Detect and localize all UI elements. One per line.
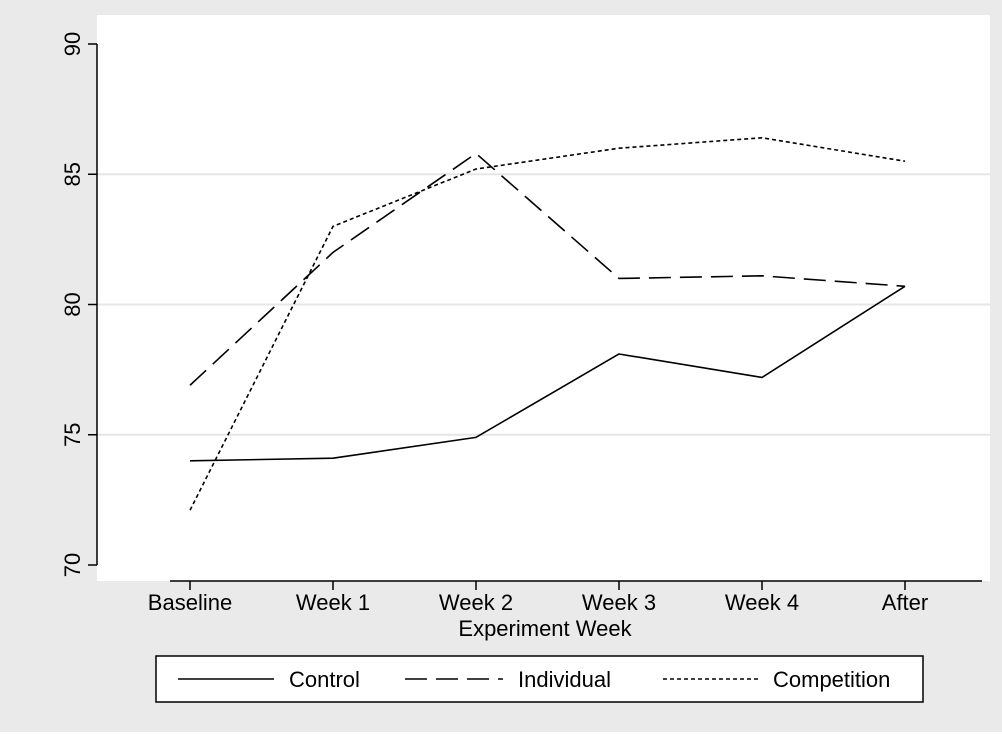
series-line-control: [189, 285, 906, 462]
x-tick-label: Week 2: [439, 590, 513, 615]
y-tick-label: 75: [60, 423, 85, 447]
plot-area: [97, 15, 990, 581]
legend: Control Individual Competition: [155, 655, 924, 703]
gridlines: [97, 173, 990, 436]
y-tick-label: 90: [60, 32, 85, 56]
x-tick-label: Baseline: [148, 590, 232, 615]
legend-label-individual: Individual: [518, 667, 611, 692]
y-tick-label: 85: [60, 162, 85, 186]
legend-label-competition: Competition: [773, 667, 890, 692]
axes: 70 75 80 85 90 Baseline Week 1 Week 2 Week 3 Week…: [60, 32, 982, 615]
series-line-competition: [189, 136, 906, 511]
legend-label-control: Control: [289, 667, 360, 692]
x-tick-label: Week 3: [582, 590, 656, 615]
x-tick-label: Week 4: [725, 590, 799, 615]
x-tick-label: Week 1: [296, 590, 370, 615]
legend-box: [155, 655, 924, 703]
x-axis-title: Experiment Week: [458, 616, 632, 641]
x-tick-label: After: [882, 590, 928, 615]
y-tick-label: 80: [60, 292, 85, 316]
series-lines: [189, 136, 906, 511]
series-line-individual: [189, 152, 906, 386]
y-tick-label: 70: [60, 553, 85, 577]
